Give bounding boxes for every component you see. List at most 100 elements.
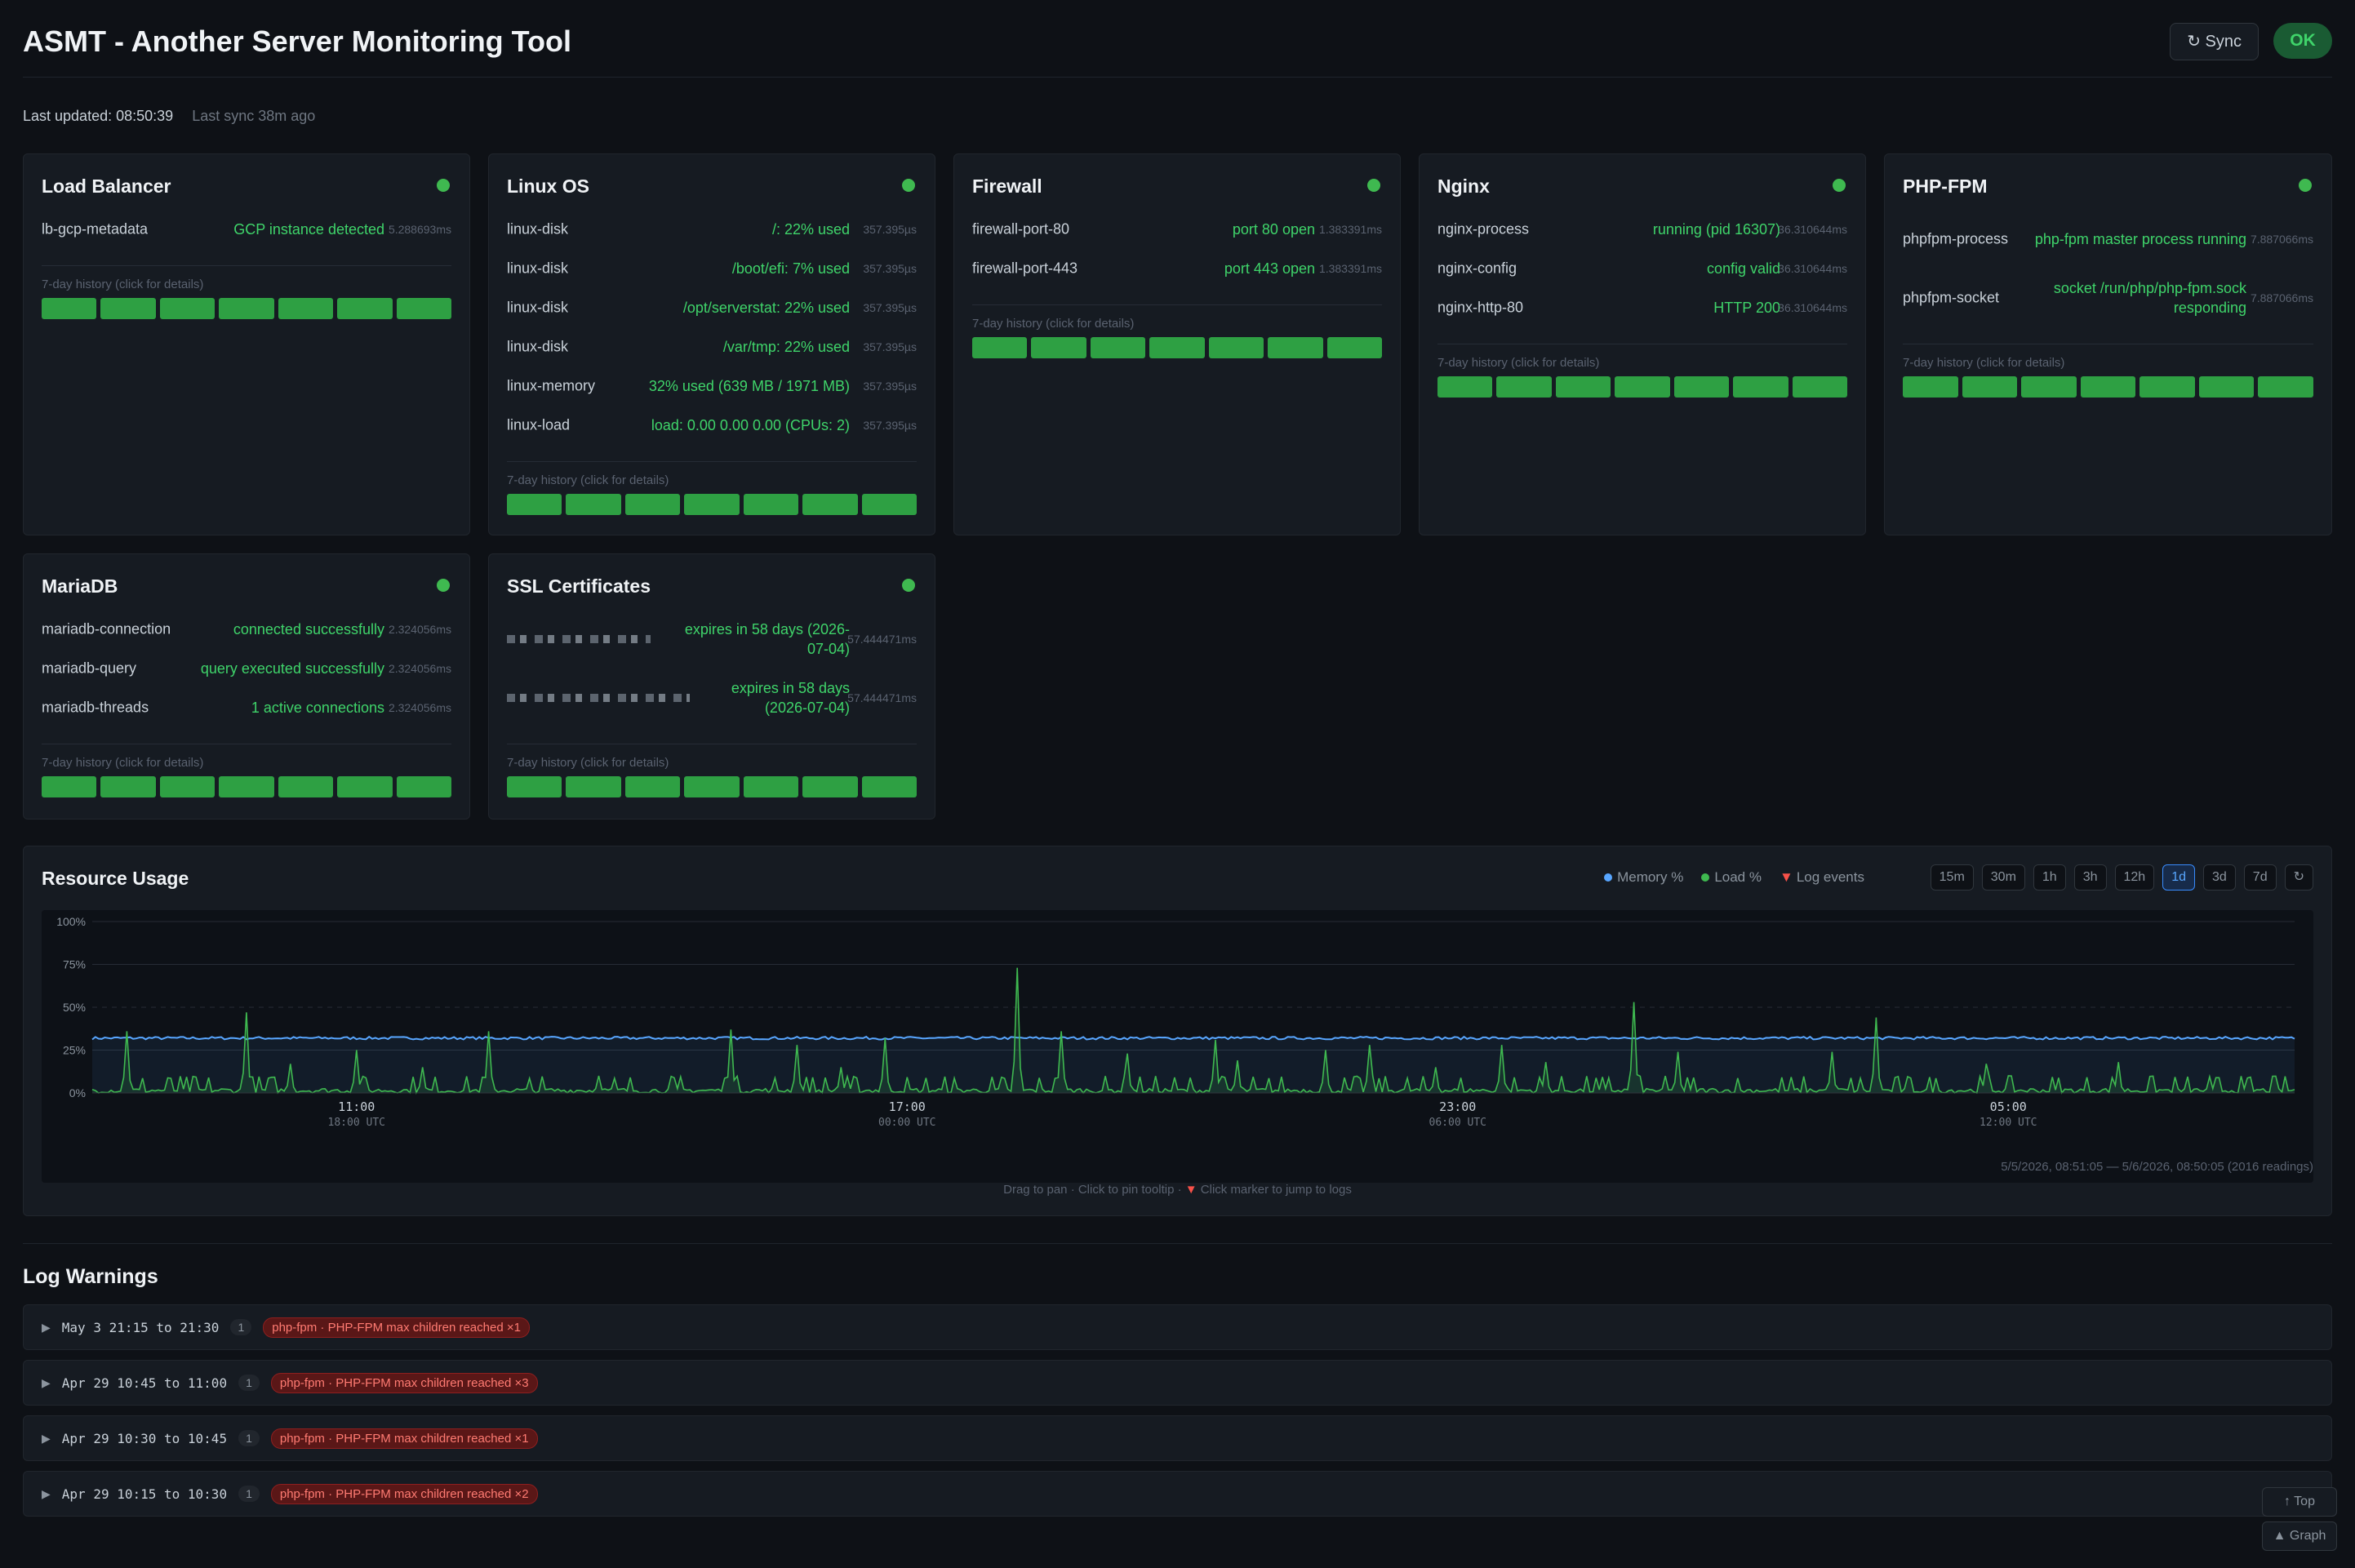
y-tick-label: 75%	[63, 958, 86, 971]
log-time-range: Apr 29 10:15 to 10:30	[62, 1486, 227, 1502]
panel-title: Resource Usage	[42, 868, 189, 890]
range-1h[interactable]: 1h	[2033, 864, 2066, 891]
range-1d[interactable]: 1d	[2162, 864, 2195, 891]
jump-to-graph-button[interactable]: ▲ Graph	[2262, 1521, 2337, 1551]
status-dot	[437, 179, 450, 192]
check-name: nginx-config	[1437, 260, 1517, 278]
history-bars[interactable]	[42, 298, 451, 319]
check-name: lb-gcp-metadata	[42, 221, 148, 238]
legend-log-events: ▼ Log events	[1780, 869, 1864, 886]
check-time: 357.395µs	[863, 380, 917, 393]
history[interactable]: 7-day history (click for details)	[972, 304, 1382, 358]
check-row: linux-disk/opt/serverstat: 22% used 357.3…	[507, 288, 917, 327]
check-row: expires in 58 days (2026-07-04) 57.444471…	[507, 610, 917, 669]
range-30m[interactable]: 30m	[1982, 864, 2025, 891]
check-row: linux-load load: 0.00 0.00 0.00 (CPUs: 2)…	[507, 406, 917, 445]
scroll-top-button[interactable]: ↑ Top	[2262, 1487, 2337, 1517]
status-dot	[902, 179, 915, 192]
expand-triangle-icon[interactable]: ▶	[42, 1432, 51, 1446]
log-count: 1	[238, 1430, 260, 1446]
card-php-fpm[interactable]: PHP-FPM phpfpm-process php-fpm master pro…	[1884, 153, 2332, 535]
expand-triangle-icon[interactable]: ▶	[42, 1376, 51, 1390]
check-row: linux-disk /: 22% used 357.395µs	[507, 210, 917, 249]
log-warning-row[interactable]: ▶ Apr 29 10:30 to 10:45 1 php-fpm · PHP-…	[23, 1415, 2332, 1461]
x-tick-label: 11:00	[338, 1099, 375, 1114]
log-tag: php-fpm · PHP-FPM max children reached ×…	[271, 1373, 538, 1393]
check-row: phpfpm-socket socket /run/php/php-fpm.soc…	[1903, 269, 2313, 327]
history[interactable]: 7-day history (click for details)	[1903, 344, 2313, 398]
check-value: config valid	[1707, 259, 1780, 278]
history[interactable]: 7-day history (click for details)	[1437, 344, 1847, 398]
history[interactable]: 7-day history (click for details)	[42, 744, 451, 797]
log-warning-row[interactable]: ▶ May 3 21:15 to 21:30 1 php-fpm · PHP-F…	[23, 1304, 2332, 1350]
log-tag: php-fpm · PHP-FPM max children reached ×…	[271, 1428, 538, 1449]
marker-icon: ▼	[1185, 1183, 1197, 1197]
history[interactable]: 7-day history (click for details)	[507, 461, 917, 515]
card-mariadb[interactable]: MariaDB mariadb-connection connected succ…	[23, 553, 470, 820]
range-15m[interactable]: 15m	[1931, 864, 1974, 891]
history-bars[interactable]	[972, 337, 1382, 358]
check-value: /boot/efi: 7% used	[732, 259, 850, 278]
check-name: firewall-port-443	[972, 260, 1078, 278]
resource-chart[interactable]: 100% 75% 50% 25% 0% 11:00 18:00 UTC 17:00 00:00 …	[42, 910, 2313, 1183]
status-dot	[902, 579, 915, 592]
history-bars[interactable]	[507, 494, 917, 515]
status-dot	[1367, 179, 1380, 192]
check-time: 7.887066ms	[2251, 233, 2313, 246]
history-bars[interactable]	[42, 776, 451, 797]
history-bars[interactable]	[507, 776, 917, 797]
redacted-domain	[507, 694, 690, 702]
check-value: socket /run/php/php-fpm.sock responding	[2010, 278, 2246, 318]
history[interactable]: 7-day history (click for details)	[507, 744, 917, 797]
range-3h[interactable]: 3h	[2074, 864, 2107, 891]
last-updated: Last updated: 08:50:39	[23, 108, 173, 124]
legend-load: Load %	[1701, 869, 1762, 886]
check-time: 1.383391ms	[1319, 223, 1382, 236]
range-3d[interactable]: 3d	[2203, 864, 2236, 891]
history-label: 7-day history (click for details)	[972, 317, 1382, 331]
log-time-range: May 3 21:15 to 21:30	[62, 1320, 220, 1335]
y-tick-label: 100%	[56, 915, 86, 928]
card-firewall[interactable]: Firewall firewall-port-80 port 80 open 1.3…	[953, 153, 1401, 535]
meta-line: Last updated: 08:50:39 Last sync 38m ago	[23, 108, 315, 125]
range-7d[interactable]: 7d	[2244, 864, 2277, 891]
card-title: Firewall	[972, 175, 1042, 198]
check-time: 2.324056ms	[389, 662, 451, 675]
app-title: ASMT - Another Server Monitoring Tool	[23, 24, 571, 59]
check-time: 1.383391ms	[1319, 262, 1382, 275]
log-warning-row[interactable]: ▶ Apr 29 10:45 to 11:00 1 php-fpm · PHP-…	[23, 1360, 2332, 1406]
check-time: 357.395µs	[863, 301, 917, 314]
range-12h[interactable]: 12h	[2115, 864, 2155, 891]
status-dot	[1833, 179, 1846, 192]
check-row: expires in 58 days (2026-07-04) 57.444471…	[507, 669, 917, 727]
log-warning-row[interactable]: ▶ Apr 29 10:15 to 10:30 1 php-fpm · PHP-…	[23, 1471, 2332, 1517]
check-time: 2.324056ms	[389, 623, 451, 636]
status-badge: OK	[2273, 23, 2332, 59]
expand-triangle-icon[interactable]: ▶	[42, 1321, 51, 1335]
history-bars[interactable]	[1437, 376, 1847, 398]
check-name: nginx-http-80	[1437, 300, 1523, 317]
history-bars[interactable]	[1903, 376, 2313, 398]
check-time: 57.444471ms	[847, 633, 917, 646]
sync-button[interactable]: ↻ Sync	[2170, 23, 2259, 60]
resource-chart-svg[interactable]: 100% 75% 50% 25% 0% 11:00 18:00 UTC 17:00 00:00 …	[42, 910, 2313, 1153]
card-nginx[interactable]: Nginx nginx-process running (pid 16307) 36…	[1419, 153, 1866, 535]
history[interactable]: 7-day history (click for details)	[42, 265, 451, 319]
check-row: phpfpm-process php-fpm master process run…	[1903, 210, 2313, 269]
card-linux-os[interactable]: Linux OS linux-disk/: 22% used 357.395µs …	[488, 153, 935, 535]
card-title: PHP-FPM	[1903, 175, 1988, 198]
check-value: /var/tmp: 22% used	[723, 337, 850, 357]
expand-triangle-icon[interactable]: ▶	[42, 1487, 51, 1501]
check-time: 357.395µs	[863, 223, 917, 236]
status-dot	[2299, 179, 2312, 192]
refresh-icon[interactable]: ↻	[2285, 864, 2313, 891]
card-load-balancer[interactable]: Load Balancer lb-gcp-metadata GCP instan…	[23, 153, 470, 535]
x-tick-label: 23:00	[1439, 1099, 1476, 1114]
card-title: Nginx	[1437, 175, 1490, 198]
x-tick-label: 17:00	[889, 1099, 926, 1114]
last-sync: Last sync 38m ago	[192, 108, 315, 124]
readings-range: 5/5/2026, 08:51:05 — 5/6/2026, 08:50:05 …	[2001, 1160, 2313, 1174]
card-ssl[interactable]: SSL Certificates expires in 58 days (202…	[488, 553, 935, 820]
check-value: query executed successfully	[201, 659, 384, 678]
history-label: 7-day history (click for details)	[507, 756, 917, 770]
